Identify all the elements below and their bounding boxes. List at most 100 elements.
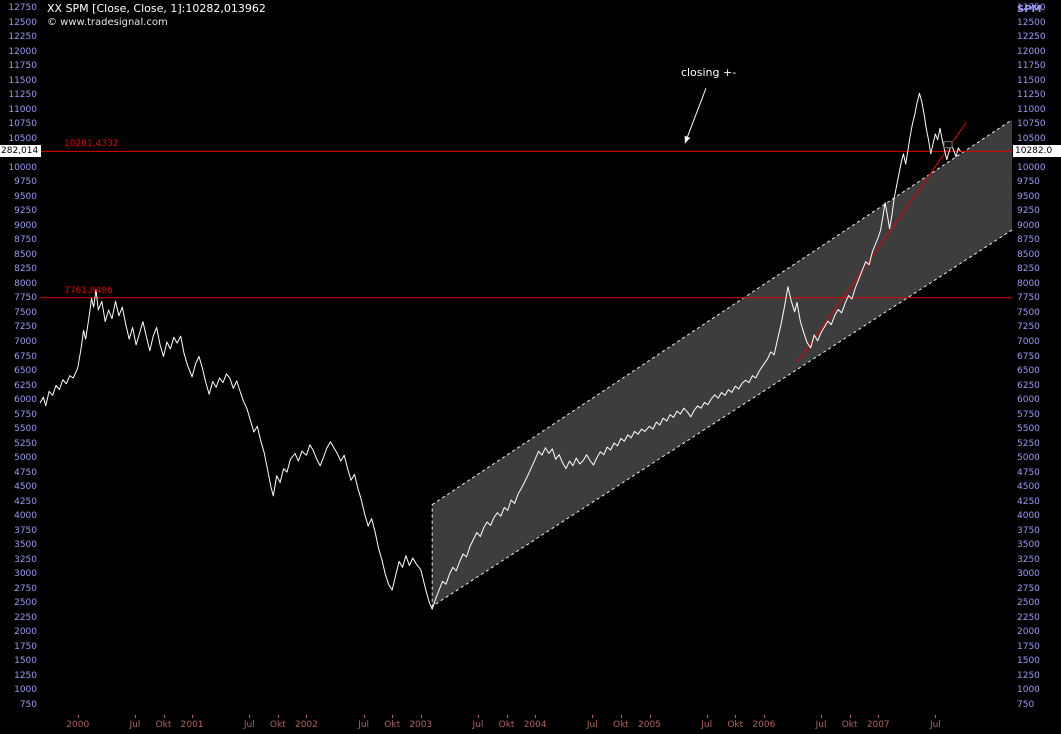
time-tickmark bbox=[249, 715, 251, 718]
price-tick-label: 9750 bbox=[1017, 177, 1040, 188]
price-tick-label: 2500 bbox=[14, 598, 37, 609]
price-tick-label: 2250 bbox=[14, 612, 37, 623]
price-tick-label: 5500 bbox=[1017, 424, 1040, 435]
time-tickmark bbox=[821, 715, 823, 718]
price-line[interactable] bbox=[40, 92, 961, 610]
price-tick-label: 3500 bbox=[14, 540, 37, 551]
price-tick-label: 8250 bbox=[1017, 264, 1040, 275]
price-tick-label: 6000 bbox=[14, 395, 37, 406]
price-tick-label: 11500 bbox=[1017, 75, 1046, 86]
price-tick-label: 11500 bbox=[8, 75, 37, 86]
price-tick-label: 5000 bbox=[1017, 453, 1040, 464]
time-tickmark bbox=[363, 715, 365, 718]
time-tick-label: Jul bbox=[586, 720, 598, 730]
time-tick-label: 2007 bbox=[866, 720, 890, 730]
price-tick-label: 8500 bbox=[1017, 249, 1040, 260]
time-tick-label: Jul bbox=[358, 720, 370, 730]
time-tickmark bbox=[592, 715, 594, 718]
time-tick-label: 2005 bbox=[638, 720, 661, 730]
time-tickmark bbox=[134, 715, 136, 718]
price-tick-label: 1000 bbox=[1017, 685, 1040, 696]
time-tickmark bbox=[306, 715, 308, 718]
price-tick-label: 1500 bbox=[1017, 656, 1040, 667]
price-tick-label: 3000 bbox=[1017, 569, 1040, 580]
price-tick-label: 10500 bbox=[8, 133, 37, 144]
price-tick-label: 5000 bbox=[14, 453, 37, 464]
closing-annotation-arrowhead[interactable] bbox=[684, 135, 691, 144]
time-tickmark bbox=[77, 715, 79, 718]
time-tick-label: Jul bbox=[815, 720, 827, 730]
time-tickmark bbox=[649, 715, 651, 718]
time-tick-label: Jul bbox=[243, 720, 255, 730]
chart-title: XX SPM [Close, Close, 1]:10282,013962 bbox=[47, 2, 266, 15]
price-tick-label: 4250 bbox=[14, 496, 37, 507]
time-tickmark bbox=[878, 715, 880, 718]
price-tick-label: 10750 bbox=[8, 119, 37, 130]
price-tick-label: 8750 bbox=[1017, 235, 1040, 246]
time-tick-label: Okt bbox=[612, 720, 629, 730]
hline-value-label-lower: 7761,8496 bbox=[64, 285, 113, 296]
time-tick-label: Jul bbox=[129, 720, 141, 730]
price-tick-label: 9500 bbox=[1017, 191, 1040, 202]
trend-line-handle[interactable] bbox=[943, 141, 953, 149]
price-tick-label: 6500 bbox=[1017, 366, 1040, 377]
plot-area[interactable]: XX SPM [Close, Close, 1]:10282,013962 © … bbox=[40, 0, 1012, 715]
time-tickmark bbox=[935, 715, 937, 718]
copyright-watermark: © www.tradesignal.com bbox=[47, 17, 168, 28]
time-tickmark bbox=[277, 715, 279, 718]
time-tick-label: 2001 bbox=[180, 720, 204, 730]
price-tick-label: 4500 bbox=[1017, 482, 1040, 493]
price-tick-label: 2250 bbox=[1017, 612, 1040, 623]
time-tickmark bbox=[849, 715, 851, 718]
price-tick-label: 6250 bbox=[14, 380, 37, 391]
time-tickmark bbox=[192, 715, 194, 718]
closing-annotation-arrow[interactable] bbox=[684, 88, 707, 144]
price-tick-label: 5250 bbox=[1017, 438, 1040, 449]
time-tickmark bbox=[506, 715, 508, 718]
price-tick-label: 6750 bbox=[1017, 351, 1040, 362]
closing-annotation-label[interactable]: closing +- bbox=[680, 66, 737, 80]
time-tick-label: Okt bbox=[155, 720, 172, 730]
price-tick-label: 7000 bbox=[1017, 336, 1040, 347]
price-tick-label: 9750 bbox=[14, 177, 37, 188]
right-price-axis[interactable]: SPM 12750 12500 12250 12000 11750 11500 11250 1… bbox=[1012, 0, 1061, 715]
price-tick-label: 11000 bbox=[1017, 104, 1046, 115]
price-tick-label: 9500 bbox=[14, 191, 37, 202]
price-tick-label: 1250 bbox=[1017, 670, 1040, 681]
price-tick-label: 11250 bbox=[8, 90, 37, 101]
price-tick-label: 12500 bbox=[8, 17, 37, 28]
time-tickmark bbox=[477, 715, 479, 718]
price-tick-label: 6250 bbox=[1017, 380, 1040, 391]
time-tickmark bbox=[620, 715, 622, 718]
price-tick-label: 1500 bbox=[14, 656, 37, 667]
price-tick-label: 10000 bbox=[8, 162, 37, 173]
price-tick-label: 8000 bbox=[14, 278, 37, 289]
time-axis[interactable]: 2000 Jul Okt 2001 Jul Okt 2002 Jul Okt 2003 Jul Okt… bbox=[0, 715, 1061, 734]
price-tick-label: 5750 bbox=[1017, 409, 1040, 420]
time-tick-label: Jul bbox=[701, 720, 713, 730]
price-tick-label: 4000 bbox=[14, 511, 37, 522]
price-tick-label: 1250 bbox=[14, 670, 37, 681]
price-tick-label: 9000 bbox=[1017, 220, 1040, 231]
trend-line[interactable] bbox=[796, 122, 967, 363]
left-price-axis[interactable]: 12750 12500 12250 12000 11750 11500 11250 11000… bbox=[0, 0, 40, 715]
time-tick-label: Okt bbox=[727, 720, 744, 730]
axis-instrument-label: SPM bbox=[1017, 4, 1042, 15]
time-tickmark bbox=[763, 715, 765, 718]
time-tick-label: Jul bbox=[929, 720, 941, 730]
price-tick-label: 5500 bbox=[14, 424, 37, 435]
price-tick-label: 4250 bbox=[1017, 496, 1040, 507]
price-tick-label: 7250 bbox=[14, 322, 37, 333]
price-tick-label: 8500 bbox=[14, 249, 37, 260]
chart-canvas[interactable] bbox=[40, 0, 1012, 715]
price-tick-label: 12000 bbox=[8, 46, 37, 57]
time-tickmark bbox=[706, 715, 708, 718]
time-tickmark bbox=[420, 715, 422, 718]
price-tick-label: 3250 bbox=[1017, 554, 1040, 565]
time-tick-label: 2006 bbox=[752, 720, 776, 730]
time-tick-label: 2002 bbox=[294, 720, 318, 730]
price-tick-label: 11750 bbox=[1017, 61, 1046, 72]
time-tick-label: Okt bbox=[269, 720, 286, 730]
trend-channel[interactable] bbox=[431, 114, 1012, 608]
